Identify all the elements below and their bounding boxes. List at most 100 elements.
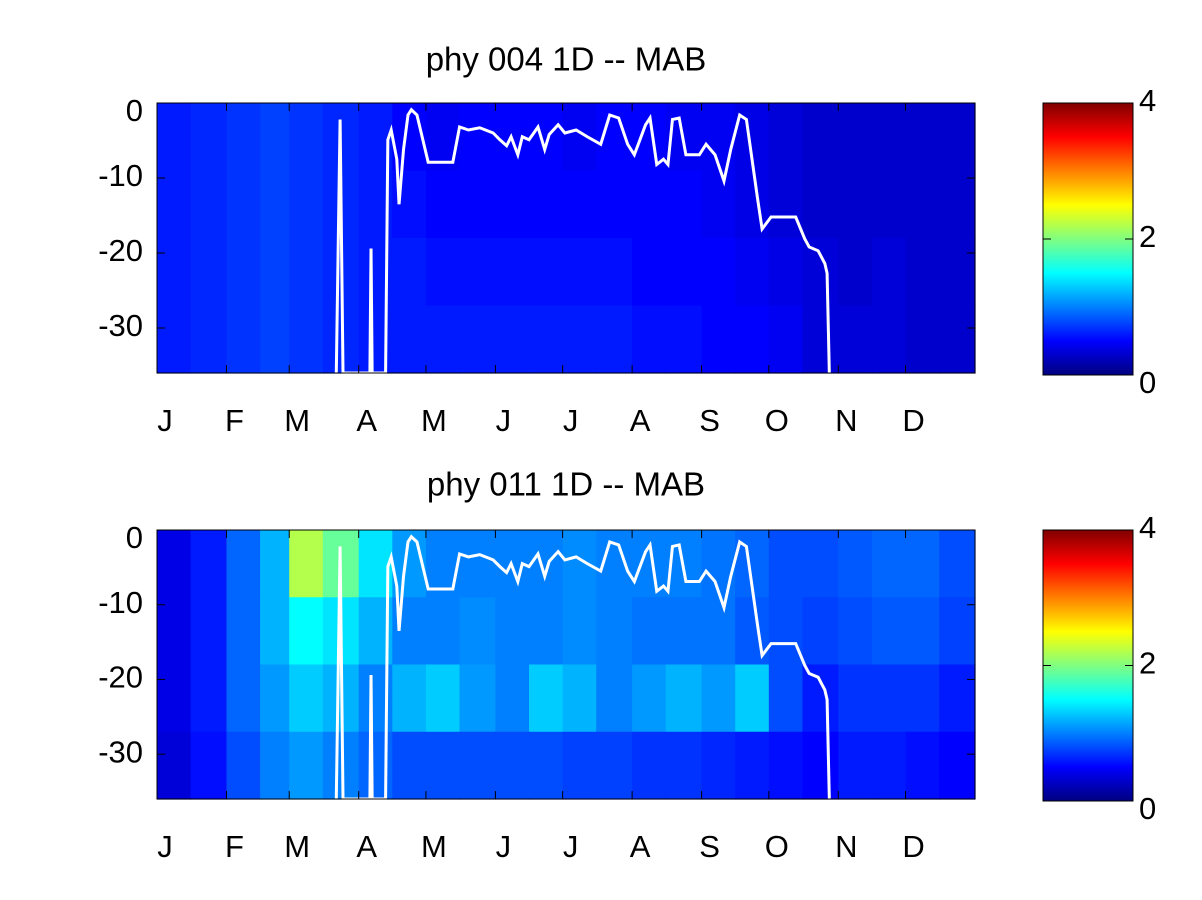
heatmap-cell: [289, 597, 324, 666]
heatmap-cell: [905, 238, 940, 307]
heatmap-cell: [838, 664, 873, 733]
colorbar-tick-label: 0: [1139, 365, 1156, 400]
heatmap-cell: [529, 530, 564, 598]
heatmap-cell: [529, 731, 564, 800]
heatmap-cell: [157, 530, 192, 598]
x-tick-label: J: [563, 403, 579, 438]
heatmap-cell: [226, 731, 261, 800]
heatmap-cell: [905, 305, 940, 374]
heatmap-cell: [871, 170, 907, 239]
heatmap-cell: [425, 305, 461, 374]
x-tick-label: N: [835, 829, 857, 864]
contour-line: [334, 107, 831, 375]
heatmap-cell: [226, 238, 261, 307]
heatmap-cell: [190, 664, 228, 733]
heatmap-cell: [665, 170, 703, 239]
x-tick-label: A: [630, 829, 651, 864]
heatmap-cell: [701, 731, 736, 800]
heatmap-cell: [905, 103, 940, 172]
heatmap-cell: [665, 664, 703, 733]
heatmap-cell: [459, 305, 497, 374]
heatmap-cell: [157, 238, 192, 307]
heatmap-cell: [289, 170, 324, 239]
y-tick-label: 0: [126, 93, 143, 128]
heatmap-cell: [459, 238, 497, 307]
heatmap-cell: [768, 305, 804, 374]
heatmap-cell: [562, 664, 597, 733]
heatmap-cell: [838, 305, 873, 374]
heatmap-cell: [459, 664, 497, 733]
colorbar: [1042, 102, 1134, 376]
heatmap-cell: [596, 305, 633, 374]
heatmap-cell: [190, 731, 228, 800]
heatmap-cell: [768, 664, 804, 733]
heatmap-cell: [529, 597, 564, 666]
heatmap-cell: [157, 597, 192, 666]
x-tick-label: D: [902, 829, 924, 864]
heatmap-cell: [289, 664, 324, 733]
heatmap-cell: [665, 305, 703, 374]
x-tick-label: F: [225, 829, 244, 864]
heatmap-cell: [495, 664, 530, 733]
contour-line: [334, 534, 831, 801]
heatmap-cell: [289, 238, 324, 307]
heatmap-cell: [260, 664, 290, 733]
heatmap-cell: [939, 664, 976, 733]
heatmap-cell: [905, 597, 940, 666]
heatmap-cell: [701, 305, 736, 374]
heatmap-cell: [871, 238, 907, 307]
x-tick-label: S: [699, 829, 720, 864]
heatmap-cell: [596, 664, 633, 733]
heatmap-cell: [735, 305, 770, 374]
colorbar-tick-label: 0: [1139, 791, 1156, 826]
heatmap-cell: [529, 664, 564, 733]
heatmap-cell: [735, 664, 770, 733]
x-tick-label: M: [421, 403, 447, 438]
heatmap-cell: [529, 103, 564, 172]
heatmap-cell: [905, 664, 940, 733]
heatmap-cell: [260, 170, 290, 239]
axes-frame: [156, 102, 976, 374]
heatmap-cell: [838, 103, 873, 172]
heatmap-cell: [871, 530, 907, 598]
heatmap-cell: [871, 597, 907, 666]
heatmap-cell: [802, 170, 839, 239]
y-tick-label: -10: [98, 158, 143, 193]
heatmap-cell: [459, 103, 497, 172]
heatmap-cell: [939, 530, 976, 598]
heatmap-cell: [562, 530, 597, 598]
heatmap-cell: [226, 597, 261, 666]
heatmap-cell: [768, 731, 804, 800]
heatmap-cell: [735, 731, 770, 800]
heatmap-cell: [701, 530, 736, 598]
heatmap-cell: [768, 103, 804, 172]
heatmap-cell: [190, 305, 228, 374]
heatmap-cell: [562, 103, 597, 172]
heatmap-cell: [529, 238, 564, 307]
colorbar: [1042, 529, 1134, 802]
heatmap-cell: [838, 238, 873, 307]
heatmap-cell: [632, 731, 667, 800]
heatmap-cell: [226, 170, 261, 239]
heatmap-cell: [871, 305, 907, 374]
y-tick-label: -10: [98, 585, 143, 620]
heatmap-cell: [596, 170, 633, 239]
heatmap-cell: [838, 731, 873, 800]
heatmap-cell: [425, 731, 461, 800]
heatmap-cell: [768, 238, 804, 307]
heatmap-cell: [459, 530, 497, 598]
heatmap-cell: [838, 170, 873, 239]
heatmap-cell: [939, 238, 976, 307]
heatmap-cell: [939, 170, 976, 239]
heatmap-cell: [632, 664, 667, 733]
x-tick-label: J: [563, 829, 579, 864]
y-tick-label: -30: [98, 308, 143, 343]
heatmap-cell: [939, 597, 976, 666]
heatmap-cell: [905, 170, 940, 239]
heatmap-cell: [157, 103, 192, 172]
heatmap-cell: [939, 103, 976, 172]
y-tick-label: -20: [98, 233, 143, 268]
heatmap-cell: [632, 170, 667, 239]
heatmap-cell: [260, 238, 290, 307]
